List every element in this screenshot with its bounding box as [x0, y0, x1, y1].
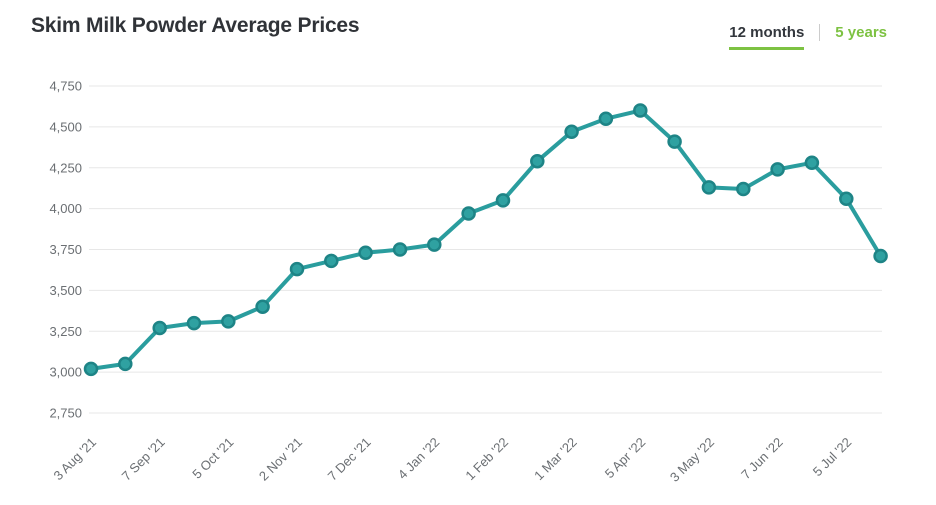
- x-axis-label: 4 Jan '22: [395, 435, 443, 483]
- data-point[interactable]: [598, 111, 614, 126]
- data-point[interactable]: [804, 155, 820, 171]
- data-point[interactable]: [530, 153, 545, 169]
- tab-5-years[interactable]: 5 years: [835, 24, 887, 41]
- data-point[interactable]: [392, 242, 408, 257]
- y-axis-label: 4,250: [49, 160, 82, 175]
- x-axis-label: 1 Mar '22: [531, 435, 580, 484]
- data-point[interactable]: [770, 162, 785, 177]
- x-axis-label: 2 Nov '21: [256, 435, 305, 484]
- y-axis-label: 4,750: [49, 79, 82, 94]
- y-axis-label: 3,000: [49, 365, 82, 380]
- x-axis-label: 3 May '22: [667, 435, 717, 485]
- tab-12-months[interactable]: 12 months: [729, 24, 805, 50]
- data-point[interactable]: [152, 320, 167, 336]
- x-axis-label: 3 Aug '21: [50, 435, 99, 484]
- x-axis-label: 5 Apr '22: [602, 435, 649, 482]
- page-title: Skim Milk Powder Average Prices: [31, 14, 360, 37]
- data-point[interactable]: [461, 206, 476, 221]
- data-point[interactable]: [427, 237, 442, 252]
- data-point[interactable]: [564, 124, 579, 140]
- x-axis-label: 5 Oct '21: [189, 435, 236, 482]
- x-axis-label: 5 Jul '22: [810, 435, 855, 480]
- y-axis-label: 4,000: [49, 201, 82, 216]
- y-axis-label: 3,750: [49, 242, 82, 257]
- data-point[interactable]: [324, 253, 339, 269]
- y-axis-label: 3,500: [49, 283, 82, 298]
- x-axis-label: 7 Sep '21: [119, 435, 168, 484]
- data-point[interactable]: [83, 361, 99, 377]
- data-point[interactable]: [255, 299, 270, 314]
- x-axis-label: 7 Dec '21: [325, 435, 374, 484]
- y-axis-label: 2,750: [49, 406, 82, 421]
- y-axis-label: 4,500: [49, 119, 82, 134]
- data-point[interactable]: [633, 103, 648, 118]
- data-point[interactable]: [358, 245, 373, 261]
- data-point[interactable]: [736, 181, 751, 197]
- price-line: [89, 108, 883, 371]
- data-point[interactable]: [873, 248, 888, 264]
- data-point[interactable]: [839, 191, 854, 207]
- data-point[interactable]: [221, 314, 236, 329]
- x-axis-label: 7 Jun '22: [738, 435, 786, 483]
- data-point[interactable]: [667, 134, 682, 149]
- data-point[interactable]: [118, 356, 133, 372]
- data-point[interactable]: [701, 180, 717, 195]
- data-point[interactable]: [186, 315, 202, 331]
- tab-divider: [819, 24, 821, 41]
- data-point[interactable]: [289, 261, 305, 277]
- y-axis-label: 3,250: [49, 324, 82, 339]
- range-tabs: 12 months 5 years: [729, 24, 887, 50]
- x-axis-label: 1 Feb '22: [462, 435, 511, 484]
- data-point[interactable]: [495, 193, 511, 208]
